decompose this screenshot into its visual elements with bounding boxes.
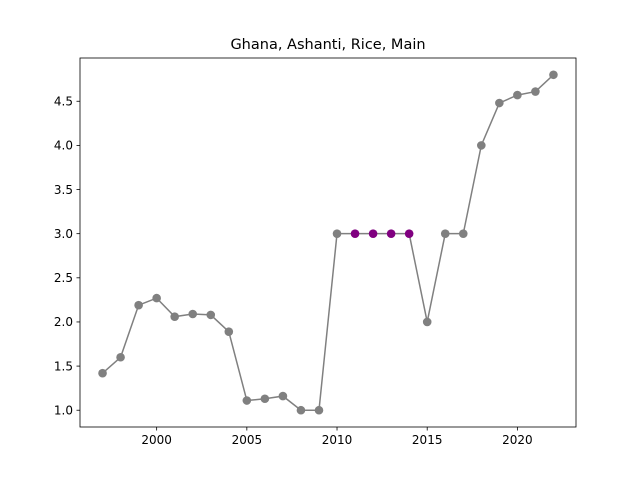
data-point — [170, 312, 179, 321]
x-tick-label: 2000 — [141, 433, 172, 447]
data-point — [260, 394, 270, 404]
data-points — [98, 70, 558, 415]
plot-area-frame — [79, 57, 577, 428]
y-tick-label: 2.0 — [54, 315, 73, 329]
data-point — [278, 391, 288, 401]
data-point — [477, 141, 486, 150]
data-point — [422, 317, 432, 327]
data-point — [98, 368, 107, 378]
y-tick-label: 4.0 — [54, 139, 73, 153]
chart-title: Ghana, Ashanti, Rice, Main — [230, 37, 425, 53]
highlighted-data-point — [404, 229, 414, 238]
data-point — [296, 405, 306, 415]
data-point — [458, 229, 468, 238]
data-point — [531, 87, 540, 96]
y-axis: 1.0 1.5 2.0 2.5 3.0 3.5 4.0 4.5 — [54, 95, 80, 418]
y-tick-label: 2.5 — [54, 271, 73, 285]
data-point — [440, 229, 450, 238]
x-tick-label: 2015 — [412, 433, 443, 447]
data-point — [314, 405, 324, 415]
data-point — [152, 293, 161, 303]
x-tick-label: 2010 — [322, 433, 353, 447]
highlighted-data-point — [386, 229, 396, 238]
y-tick-label: 4.5 — [54, 95, 73, 109]
data-point — [116, 352, 125, 362]
y-tick-label: 1.0 — [54, 404, 73, 418]
x-tick-label: 2005 — [232, 433, 263, 447]
data-point — [206, 310, 216, 320]
x-tick-label: 2020 — [502, 433, 533, 447]
data-point — [513, 90, 522, 100]
data-point — [495, 98, 504, 108]
highlighted-data-point — [368, 229, 378, 238]
data-point — [332, 229, 342, 238]
y-tick-label: 3.0 — [54, 227, 73, 241]
data-point — [242, 396, 252, 405]
y-tick-label: 1.5 — [54, 359, 73, 373]
data-point — [549, 70, 558, 80]
highlighted-data-point — [350, 229, 360, 238]
y-tick-label: 3.5 — [54, 183, 73, 197]
data-point — [188, 309, 198, 319]
data-point — [224, 327, 234, 336]
data-point — [134, 300, 143, 310]
x-axis: 2000 2005 2010 2015 2020 — [141, 427, 533, 447]
